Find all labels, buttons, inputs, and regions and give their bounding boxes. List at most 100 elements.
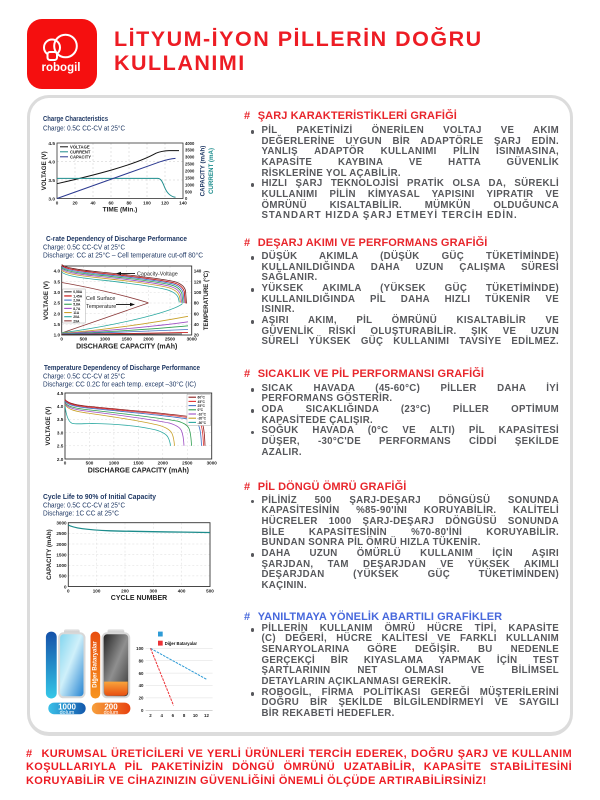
- svg-text:120: 120: [161, 201, 169, 206]
- svg-text:500: 500: [59, 574, 67, 579]
- svg-text:Temperature Dependency of Disc: Temperature Dependency of Discharge Perf…: [44, 365, 200, 372]
- svg-text:45°C: 45°C: [198, 400, 206, 404]
- svg-text:1000: 1000: [100, 337, 111, 342]
- svg-text:1500: 1500: [122, 337, 133, 342]
- svg-text:DISCHARGE CAPACITY (mAh): DISCHARGE CAPACITY (mAh): [88, 468, 189, 475]
- svg-text:8: 8: [183, 713, 186, 718]
- svg-text:Discharge: CC at 25°C – Cell t: Discharge: CC at 25°C – Cell temperature…: [43, 252, 203, 260]
- svg-text:CYCLE NUMBER: CYCLE NUMBER: [111, 595, 167, 602]
- svg-text:Diğer Bataryalar: Diğer Bataryalar: [165, 641, 198, 646]
- svg-text:3.0: 3.0: [48, 196, 55, 202]
- svg-text:3000: 3000: [207, 461, 218, 466]
- svg-text:140: 140: [194, 269, 202, 274]
- svg-text:4.0: 4.0: [54, 269, 61, 274]
- svg-text:1500: 1500: [133, 461, 144, 466]
- svg-text:1500: 1500: [185, 175, 195, 180]
- svg-text:2000: 2000: [56, 542, 67, 547]
- svg-text:1.5: 1.5: [54, 322, 61, 327]
- svg-text:60: 60: [108, 201, 114, 206]
- svg-text:120: 120: [194, 279, 202, 284]
- svg-text:0: 0: [64, 584, 67, 589]
- svg-text:Discharge: CC 0.2C for each te: Discharge: CC 0.2C for each temp. except…: [43, 381, 196, 389]
- svg-text:60°C: 60°C: [198, 396, 206, 400]
- svg-text:0°C: 0°C: [198, 408, 204, 412]
- svg-text:100: 100: [194, 290, 202, 295]
- svg-text:3.5: 3.5: [54, 279, 61, 284]
- svg-text:Charge: 0.5C CC-CV at 25°C: Charge: 0.5C CC-CV at 25°C: [43, 373, 125, 381]
- svg-text:-10°C: -10°C: [198, 412, 207, 416]
- svg-text:6: 6: [172, 713, 175, 718]
- svg-text:500: 500: [206, 589, 214, 594]
- svg-text:3000: 3000: [56, 521, 67, 526]
- svg-text:40: 40: [139, 683, 144, 688]
- svg-text:2000: 2000: [185, 169, 195, 174]
- svg-text:12: 12: [204, 713, 209, 718]
- svg-text:Diğer Bataryalar: Diğer Bataryalar: [93, 641, 99, 688]
- svg-text:VOLTAGE (V): VOLTAGE (V): [45, 407, 52, 446]
- svg-text:300: 300: [149, 589, 157, 594]
- svg-text:4.5: 4.5: [48, 141, 55, 147]
- svg-text:Charge: 0.5C CC-CV at 25°C: Charge: 0.5C CC-CV at 25°C: [43, 502, 125, 510]
- svg-text:3.0: 3.0: [57, 430, 64, 435]
- svg-text:2.0: 2.0: [54, 311, 61, 316]
- svg-text:2500: 2500: [56, 531, 67, 536]
- svg-text:0: 0: [185, 196, 188, 201]
- svg-text:CAPACITY: CAPACITY: [70, 154, 91, 159]
- svg-text:200: 200: [104, 702, 118, 711]
- svg-text:Cycle Life to 90% of Initial C: Cycle Life to 90% of Initial Capacity: [43, 494, 156, 501]
- svg-text:3.0: 3.0: [54, 290, 61, 295]
- svg-text:CURRENT (mA): CURRENT (mA): [208, 148, 215, 194]
- svg-text:TEMPERATURE (°C): TEMPERATURE (°C): [203, 271, 210, 330]
- svg-text:4.5: 4.5: [57, 391, 64, 396]
- svg-text:0: 0: [64, 461, 67, 466]
- svg-text:VOLTAGE: VOLTAGE: [70, 144, 90, 149]
- svg-text:Discharge: 1C CC at 25°C: Discharge: 1C CC at 25°C: [43, 510, 119, 518]
- svg-text:80: 80: [126, 201, 132, 206]
- svg-text:4.0: 4.0: [57, 404, 64, 409]
- svg-text:20: 20: [139, 696, 144, 701]
- svg-text:CAPACITY (mAh): CAPACITY (mAh): [200, 146, 207, 197]
- svg-text:3.5: 3.5: [48, 178, 55, 184]
- svg-text:-20°C: -20°C: [198, 417, 207, 421]
- svg-text:2,9A: 2,9A: [73, 299, 81, 303]
- svg-text:Charge: 0.5C CC-CV at 25°C: Charge: 0.5C CC-CV at 25°C: [43, 244, 125, 252]
- svg-text:8,7A: 8,7A: [73, 307, 81, 311]
- svg-text:3500: 3500: [185, 148, 195, 153]
- svg-text:3000: 3000: [187, 337, 198, 342]
- svg-text:VOLTAGE (V): VOLTAGE (V): [43, 281, 50, 320]
- svg-text:0: 0: [141, 708, 144, 713]
- svg-text:1000: 1000: [185, 182, 195, 187]
- svg-text:C-rate Dependency of Discharge: C-rate Dependency of Discharge Performan…: [46, 236, 187, 243]
- svg-text:1000: 1000: [56, 563, 67, 568]
- svg-text:40: 40: [90, 201, 96, 206]
- svg-text:500: 500: [86, 461, 94, 466]
- svg-text:80: 80: [194, 301, 200, 306]
- svg-text:60: 60: [139, 671, 144, 676]
- svg-text:2.0: 2.0: [57, 457, 64, 462]
- svg-text:0: 0: [60, 337, 63, 342]
- svg-text:2500: 2500: [165, 337, 176, 342]
- svg-text:1.0: 1.0: [54, 333, 61, 338]
- svg-text:CURRENT: CURRENT: [70, 149, 91, 154]
- svg-text:Temperature: Temperature: [86, 304, 116, 310]
- svg-text:1000: 1000: [109, 461, 120, 466]
- svg-text:4: 4: [160, 713, 163, 718]
- svg-text:25°C: 25°C: [198, 404, 206, 408]
- svg-text:Charge Characteristics: Charge Characteristics: [43, 116, 108, 123]
- svg-text:Capacity-Voltage: Capacity-Voltage: [137, 272, 178, 278]
- svg-text:2500: 2500: [185, 162, 195, 167]
- svg-text:VOLTAGE (V): VOLTAGE (V): [41, 151, 48, 190]
- svg-text:11A: 11A: [73, 311, 80, 315]
- svg-text:2000: 2000: [158, 461, 169, 466]
- svg-text:20: 20: [194, 333, 200, 338]
- svg-text:400: 400: [178, 589, 186, 594]
- svg-text:3000: 3000: [185, 155, 195, 160]
- svg-text:500: 500: [185, 189, 193, 194]
- svg-text:80: 80: [139, 658, 144, 663]
- svg-text:40: 40: [194, 322, 200, 327]
- svg-text:4.0: 4.0: [48, 159, 55, 165]
- svg-text:4000: 4000: [185, 141, 195, 146]
- svg-text:Cell Surface: Cell Surface: [86, 296, 115, 302]
- svg-text:100: 100: [136, 646, 144, 651]
- svg-text:10: 10: [193, 713, 198, 718]
